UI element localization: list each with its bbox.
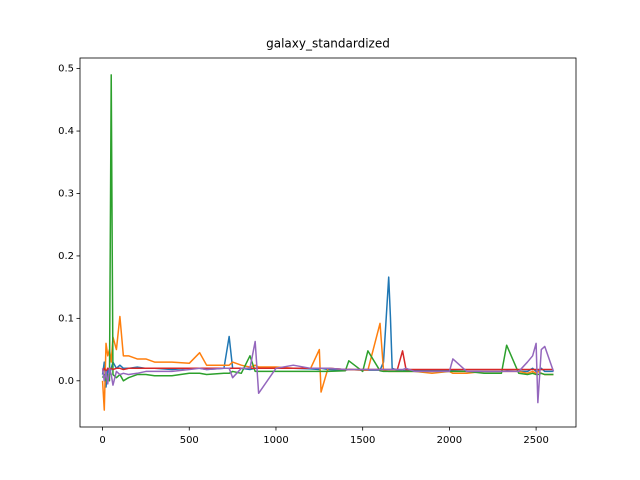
data-line [101, 74, 554, 382]
y-tick-label: 0.3 [58, 188, 74, 199]
x-tick-label: 2000 [437, 435, 462, 446]
chart-title: galaxy_standardized [266, 37, 390, 51]
y-tick-label: 0.5 [58, 64, 74, 75]
data-line [101, 340, 555, 404]
plot-frame [79, 57, 577, 428]
y-tick-label: 0.1 [58, 313, 74, 324]
x-tick-label: 1000 [263, 435, 288, 446]
x-tick-label: 2500 [523, 435, 548, 446]
y-tick-label: 0.0 [58, 376, 74, 387]
x-tick-label: 500 [180, 435, 199, 446]
x-tick-label: 0 [99, 435, 105, 446]
x-tick-label: 1500 [350, 435, 375, 446]
y-tick-label: 0.4 [58, 126, 74, 137]
y-tick-label: 0.2 [58, 251, 74, 262]
data-line [101, 315, 554, 411]
